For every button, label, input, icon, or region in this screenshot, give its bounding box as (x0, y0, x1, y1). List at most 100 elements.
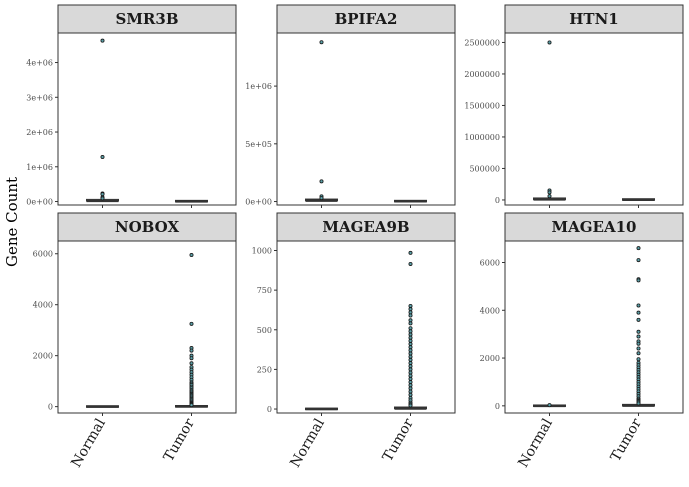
outlier-point (189, 253, 194, 258)
outlier-point (547, 403, 552, 408)
outlier-point (636, 341, 641, 346)
facet-title: HTN1 (569, 10, 618, 28)
outlier-point (408, 313, 413, 318)
panel-border (504, 32, 684, 206)
y-axis-title: Gene Count (2, 0, 22, 482)
outlier-point (408, 321, 413, 326)
outlier-point (408, 367, 413, 372)
outlier-point (547, 194, 552, 199)
panel-border (57, 32, 237, 206)
outlier-point (408, 380, 413, 385)
y-tick-label: 4000 (33, 301, 53, 310)
x-tick-label: Tumor (380, 416, 417, 465)
outlier-point (636, 401, 641, 406)
panel-border (57, 240, 237, 414)
panel-border (276, 240, 456, 414)
outlier-point (636, 303, 641, 308)
y-tick-label: 500000 (469, 164, 500, 173)
y-axis-title-text: Gene Count (3, 176, 21, 268)
x-tick-label: Normal (68, 416, 109, 471)
y-tick-label: 5e+05 (245, 140, 272, 149)
y-tick-label: 0 (48, 403, 53, 412)
outlier-point (408, 332, 413, 337)
y-tick-label: 3e+06 (26, 93, 53, 102)
y-tick-label: 1e+06 (26, 163, 53, 172)
facet-title: MAGEA10 (552, 218, 637, 236)
facet-strip (276, 212, 456, 242)
y-tick-label: 2000 (480, 354, 500, 363)
outlier-point (408, 326, 413, 331)
facet-strip (276, 4, 456, 34)
y-tick-label: 0 (267, 405, 272, 414)
outlier-point (100, 192, 105, 197)
facet-nobox: NOBOX 0 2000 4000 6000 Normal Tumor (33, 212, 237, 471)
y-tick-label: 6000 (480, 259, 500, 268)
y-tick-label: 1e+06 (245, 82, 272, 91)
outlier-point (408, 303, 413, 308)
facet-smr3b: SMR3B 0e+00 1e+06 2e+06 3e+06 4e+06 (26, 4, 237, 208)
y-tick-label: 1000000 (464, 133, 500, 142)
outlier-point (408, 357, 413, 362)
facet-strip (57, 4, 237, 34)
y-tick-label: 4000 (480, 306, 500, 315)
y-tick-label: 0e+00 (26, 198, 53, 207)
panel-border (504, 240, 684, 414)
y-tick-label: 2e+06 (26, 128, 53, 137)
outlier-point (100, 155, 105, 160)
y-tick-label: 0 (495, 402, 500, 411)
facet-strip (57, 212, 237, 242)
outlier-point (547, 40, 552, 45)
outlier-point (408, 370, 413, 375)
y-tick-label: 2000 (33, 352, 53, 361)
outlier-point (408, 338, 413, 343)
facet-magea9b: MAGEA9B 0 250 500 750 1000 Normal Tumor (252, 212, 456, 471)
y-tick-label: 750 (257, 286, 272, 295)
panel-border (276, 32, 456, 206)
y-tick-label: 6000 (33, 250, 53, 259)
outlier-point (189, 361, 194, 366)
outlier-point (408, 318, 413, 323)
outlier-point (636, 246, 641, 251)
outlier-point (408, 250, 413, 255)
outlier-point (319, 196, 324, 201)
facet-bpifa2: BPIFA2 0e+00 5e+05 1e+06 (245, 4, 456, 208)
facet-htn1: HTN1 0 500000 1000000 1500000 2000000 2500000 (464, 4, 684, 208)
outlier-point (319, 40, 324, 45)
y-tick-label: 1000 (252, 247, 272, 256)
outlier-point (636, 317, 641, 322)
y-tick-label: 0e+00 (245, 198, 272, 207)
outlier-point (408, 361, 413, 366)
outlier-point (408, 345, 413, 350)
x-tick-label: Tumor (161, 416, 198, 465)
outlier-point (408, 342, 413, 347)
facet-title: SMR3B (115, 10, 178, 28)
outlier-point (636, 351, 641, 356)
outlier-point (636, 346, 641, 351)
facet-strip (504, 212, 684, 242)
outlier-point (408, 364, 413, 369)
y-tick-label: 500 (257, 326, 272, 335)
facet-magea10: MAGEA10 0 2000 4000 6000 Normal Tumor (480, 212, 684, 471)
y-tick-label: 0 (495, 196, 500, 205)
outlier-point (408, 335, 413, 340)
outlier-point (408, 392, 413, 397)
facet-title: MAGEA9B (322, 218, 409, 236)
outlier-point (408, 329, 413, 334)
outlier-point (408, 351, 413, 356)
y-tick-label: 2500000 (464, 38, 500, 47)
outlier-point (189, 356, 194, 361)
outlier-point (636, 334, 641, 339)
outlier-point (408, 403, 413, 408)
y-tick-label: 2000000 (464, 70, 500, 79)
y-tick-label: 1500000 (464, 101, 500, 110)
x-tick-label: Normal (515, 416, 556, 471)
outlier-point (408, 386, 413, 391)
facet-title: BPIFA2 (335, 10, 398, 28)
facet-title: NOBOX (115, 218, 180, 236)
x-tick-label: Normal (287, 416, 328, 471)
outlier-point (408, 383, 413, 388)
outlier-point (636, 329, 641, 334)
outlier-point (636, 357, 641, 362)
